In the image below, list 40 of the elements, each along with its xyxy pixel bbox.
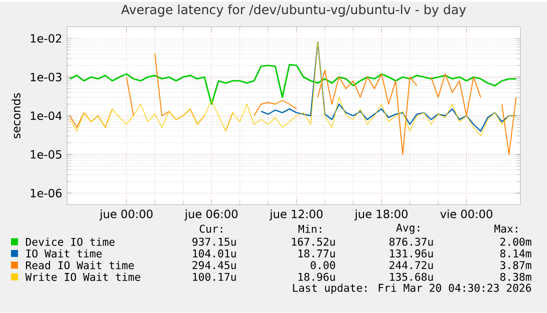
y-tick-label: 1e-04	[30, 112, 62, 120]
legend-label: Write IO Wait time	[25, 272, 140, 282]
text: 937.15u	[192, 238, 236, 246]
legend-label: IO Wait time	[26, 249, 102, 258]
text: 294.45u	[192, 261, 236, 270]
text: 131.96u	[390, 250, 433, 258]
x-tick-label: jue 00:00	[100, 210, 153, 221]
text: 104.01u	[193, 250, 236, 258]
text: 18.77u	[298, 250, 335, 258]
y-tick-label: 1e-05	[30, 150, 62, 159]
text: 18.96u	[298, 272, 335, 282]
text: 0.00	[310, 261, 336, 270]
text: 244.72u	[390, 261, 433, 270]
text: Cur:	[200, 224, 222, 233]
line-series	[260, 42, 517, 132]
text: 8.38m	[500, 272, 532, 282]
y-tick-label: 1e-03	[30, 72, 62, 82]
x-tick-label: vie 00:00	[440, 210, 492, 218]
y-tick-label: 1e-06	[30, 188, 62, 198]
y-axis-title: seconds	[12, 93, 20, 138]
line-series	[70, 42, 516, 136]
legend-label: Read IO Wait time	[26, 261, 134, 270]
text: Last update: Fri Mar 20 04:30:23 2026	[293, 284, 532, 294]
x-tick-label: jue 12:00	[270, 210, 323, 221]
y-tick-label: 1e-02	[30, 34, 62, 43]
text: Max:	[494, 224, 518, 233]
text: 3.87m	[500, 261, 532, 270]
text: 876.37u	[389, 238, 433, 246]
text: Avg:	[396, 224, 420, 234]
x-tick-label: jue 18:00	[354, 210, 408, 221]
text: 135.68u	[390, 272, 433, 282]
text: Min:	[298, 224, 322, 233]
text: 167.52u	[292, 238, 335, 246]
text: 2.00m	[500, 238, 532, 246]
text: 8.14m	[500, 250, 532, 258]
line-series	[69, 64, 517, 105]
legend-label: Device IO time	[26, 238, 115, 246]
text: 100.17u	[193, 272, 236, 282]
x-tick-label: jue 06:00	[184, 210, 238, 221]
chart-title: Average latency for /dev/ubuntu-vg/ubuntu-lv - by day	[121, 4, 466, 17]
